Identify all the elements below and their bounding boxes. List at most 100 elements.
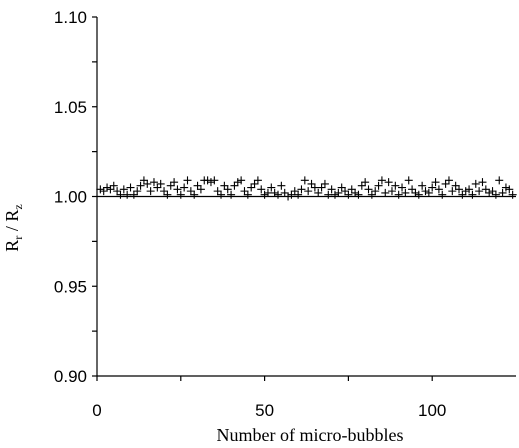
data-point bbox=[448, 187, 456, 195]
data-point bbox=[251, 180, 259, 188]
data-point bbox=[341, 187, 349, 195]
x-tick-label: 0 bbox=[92, 401, 101, 420]
data-point bbox=[113, 187, 121, 195]
data-point bbox=[328, 185, 336, 193]
x-tick-label: 50 bbox=[255, 401, 274, 420]
data-point bbox=[492, 191, 500, 199]
data-point bbox=[214, 187, 222, 195]
data-point bbox=[147, 187, 155, 195]
data-point bbox=[210, 176, 218, 184]
data-point bbox=[100, 187, 108, 195]
data-point bbox=[452, 182, 460, 190]
data-point bbox=[267, 184, 275, 192]
data-point bbox=[127, 184, 135, 192]
data-point bbox=[472, 180, 480, 188]
data-point bbox=[432, 178, 440, 186]
y-tick-label: 1.10 bbox=[54, 8, 87, 27]
data-point bbox=[294, 191, 302, 199]
data-point bbox=[281, 189, 289, 197]
data-point bbox=[465, 185, 473, 193]
data-point bbox=[425, 189, 433, 197]
data-point bbox=[314, 189, 322, 197]
data-point bbox=[244, 191, 252, 199]
data-point bbox=[482, 185, 490, 193]
y-tick-label: 0.95 bbox=[54, 277, 87, 296]
data-point bbox=[405, 176, 413, 184]
data-point bbox=[220, 182, 228, 190]
data-point bbox=[334, 189, 342, 197]
data-point bbox=[234, 178, 242, 186]
data-point bbox=[365, 185, 373, 193]
data-point bbox=[284, 193, 292, 201]
data-point bbox=[140, 176, 148, 184]
data-point bbox=[428, 184, 436, 192]
data-point bbox=[277, 182, 285, 190]
data-point bbox=[489, 187, 497, 195]
data-point bbox=[291, 187, 299, 195]
data-point bbox=[331, 191, 339, 199]
data-point bbox=[230, 182, 238, 190]
data-point bbox=[257, 185, 265, 193]
data-point bbox=[318, 184, 326, 192]
data-point bbox=[395, 191, 403, 199]
y-tick-label: 1.05 bbox=[54, 98, 87, 117]
y-axis-title-sub-z: z bbox=[11, 204, 25, 209]
axes: 0.90 0.95 1.00 1.05 1.10 0 50 100 bbox=[54, 8, 516, 420]
data-point bbox=[227, 191, 235, 199]
data-point bbox=[385, 178, 393, 186]
data-point bbox=[110, 182, 118, 190]
data-point bbox=[381, 189, 389, 197]
data-point bbox=[197, 185, 205, 193]
data-point bbox=[485, 189, 493, 197]
data-point bbox=[120, 185, 128, 193]
data-point bbox=[106, 185, 114, 193]
data-point bbox=[478, 178, 486, 186]
data-point bbox=[458, 191, 466, 199]
data-point bbox=[321, 180, 329, 188]
data-point bbox=[462, 187, 470, 195]
data-point bbox=[274, 191, 282, 199]
data-point bbox=[237, 176, 245, 184]
data-point bbox=[445, 176, 453, 184]
data-point bbox=[418, 182, 426, 190]
data-point bbox=[415, 191, 423, 199]
data-point bbox=[187, 187, 195, 195]
data-point bbox=[499, 189, 507, 197]
data-point bbox=[351, 189, 359, 197]
data-point bbox=[455, 185, 463, 193]
data-point bbox=[401, 189, 409, 197]
data-point bbox=[502, 184, 510, 192]
data-point bbox=[411, 189, 419, 197]
data-point bbox=[358, 182, 366, 190]
data-point bbox=[157, 180, 165, 188]
data-point bbox=[190, 191, 198, 199]
data-point bbox=[247, 184, 255, 192]
data-point bbox=[137, 182, 145, 190]
data-point bbox=[475, 187, 483, 195]
x-axis-title: Number of micro-bubbles bbox=[217, 425, 404, 445]
data-point bbox=[438, 191, 446, 199]
data-point bbox=[194, 182, 202, 190]
data-point bbox=[391, 182, 399, 190]
data-point bbox=[167, 182, 175, 190]
data-point bbox=[177, 191, 185, 199]
data-point bbox=[150, 178, 158, 186]
y-tick-label: 1.00 bbox=[54, 188, 87, 207]
data-point bbox=[170, 178, 178, 186]
data-point bbox=[240, 187, 248, 195]
data-point bbox=[388, 187, 396, 195]
data-point bbox=[180, 184, 188, 192]
plot-area bbox=[96, 176, 516, 200]
data-point bbox=[308, 180, 316, 188]
data-point bbox=[375, 182, 383, 190]
data-point bbox=[505, 185, 513, 193]
data-point bbox=[354, 191, 362, 199]
data-point bbox=[371, 187, 379, 195]
data-point bbox=[160, 187, 168, 195]
data-point bbox=[368, 191, 376, 199]
data-point bbox=[254, 176, 262, 184]
x-tick-label: 100 bbox=[418, 401, 446, 420]
data-point bbox=[398, 184, 406, 192]
data-point bbox=[224, 185, 232, 193]
